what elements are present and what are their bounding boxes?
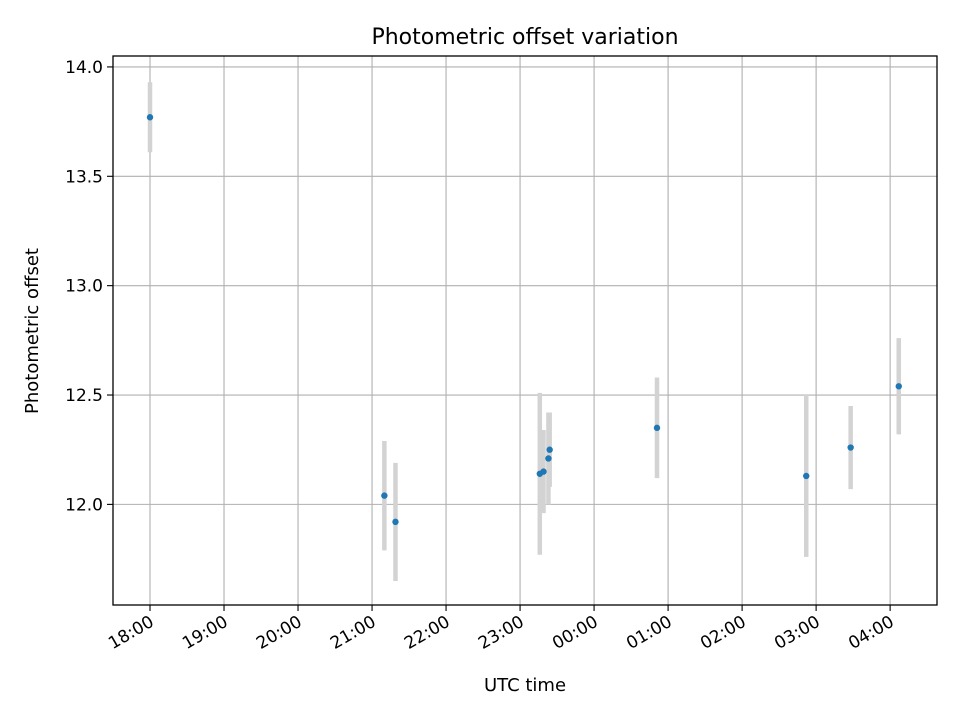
- plot-frame: [112, 55, 938, 606]
- data-point: [653, 424, 661, 432]
- data-points: [146, 114, 902, 526]
- y-tick-label: 12.5: [65, 386, 103, 406]
- y-tick-label: 13.5: [65, 167, 103, 187]
- y-axis-label: Photometric offset: [22, 248, 43, 414]
- data-point: [803, 472, 810, 480]
- y-axis-ticks: 12.0 12.5 13.0 13.5 14.0: [65, 58, 113, 515]
- grid: [113, 56, 937, 605]
- chart-title: Photometric offset variation: [371, 25, 678, 50]
- y-tick-label: 14.0: [65, 58, 103, 78]
- data-point: [392, 518, 399, 526]
- data-point: [895, 383, 902, 390]
- x-axis-label: UTC time: [484, 675, 566, 696]
- data-point: [545, 455, 552, 462]
- data-point: [146, 114, 154, 121]
- data-point: [540, 468, 547, 475]
- data-point: [847, 444, 854, 451]
- y-tick-label: 13.0: [65, 277, 103, 297]
- data-point: [546, 446, 553, 453]
- data-point: [381, 492, 388, 499]
- y-tick-label: 12.0: [65, 495, 103, 515]
